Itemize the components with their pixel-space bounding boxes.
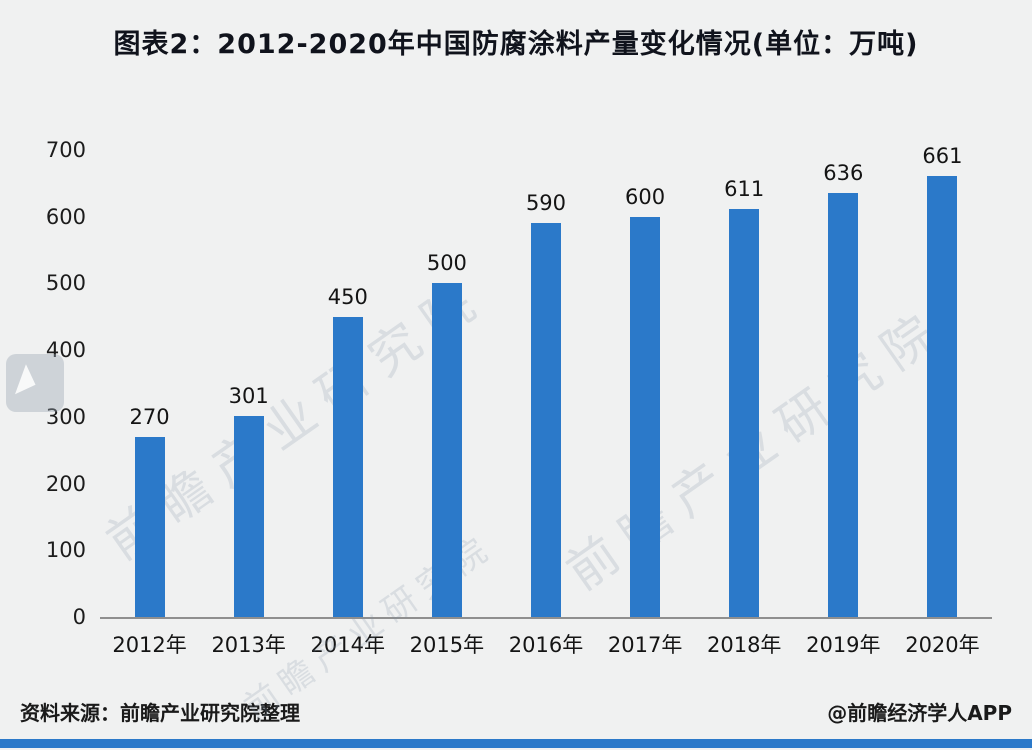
bottom-accent-strip [0, 739, 1032, 748]
bar [332, 316, 363, 617]
x-axis-label: 2019年 [806, 633, 881, 657]
bar-column: 600 2017年 [596, 150, 695, 657]
x-axis-label: 2014年 [310, 633, 385, 657]
plot-area: 前瞻产业研究院 前瞻产业研究院 前瞻产业研究院 2702012年3012013年… [96, 144, 992, 728]
watermark-logo-glyph [15, 364, 41, 400]
bar [530, 223, 561, 617]
bar [431, 283, 462, 617]
bar [927, 176, 958, 617]
bar-column: 611 2018年 [695, 150, 794, 657]
bar [729, 209, 760, 617]
source-note: 资料来源：前瞻产业研究院整理 [20, 701, 300, 725]
bar-value-label: 450 [327, 284, 368, 309]
x-axis-label: 2012年 [112, 633, 187, 657]
x-axis-label: 2015年 [409, 633, 485, 657]
watermark-logo-icon [6, 354, 64, 412]
y-tick-label: 0 [72, 605, 86, 629]
bar-column: 636 2019年 [794, 150, 893, 657]
bar-value-label: 301 [228, 384, 269, 409]
x-axis-label: 2016年 [508, 633, 584, 657]
x-axis-label: 2020年 [905, 633, 980, 657]
footer: 资料来源：前瞻产业研究院整理 @前瞻经济学人APP [20, 697, 1012, 726]
bar-column: 450 2014年 [298, 150, 397, 657]
bar-value-label: 600 [625, 184, 666, 209]
bar-value-label: 636 [823, 160, 864, 185]
bar-column: 301 2013年 [199, 150, 298, 657]
bar [233, 416, 264, 617]
y-tick-label: 200 [45, 471, 86, 496]
x-axis-label: 2013年 [211, 633, 286, 657]
bar [134, 436, 165, 617]
y-tick-label: 400 [45, 338, 86, 363]
bar-value-label: 270 [129, 404, 170, 429]
bar-column: 590 2016年 [496, 150, 595, 657]
y-axis: 0 100 200 300 400 500 600 700 [28, 138, 100, 629]
bar [828, 192, 859, 617]
y-tick-label: 300 [45, 404, 86, 429]
bar-column: 500 2015年 [397, 150, 496, 657]
bar-column: 270 2012年 [100, 150, 199, 657]
x-axis-label: 2017年 [607, 633, 683, 657]
y-tick-label: 600 [45, 204, 86, 229]
bar-value-label: 590 [525, 191, 567, 216]
y-tick-label: 100 [45, 538, 86, 563]
credit-note: @前瞻经济学人APP [827, 701, 1012, 725]
bar-value-label: 611 [724, 177, 765, 202]
bar-value-label: 661 [922, 144, 963, 169]
y-tick-label: 500 [45, 271, 86, 296]
y-tick-label: 700 [45, 138, 86, 162]
bar-column: 661 2020年 [893, 144, 992, 657]
x-axis-label: 2018年 [706, 633, 782, 657]
bar-value-label: 500 [426, 251, 467, 276]
bar [630, 216, 661, 617]
chart-title: 图表2：2012-2020年中国防腐涂料产量变化情况(单位：万吨) [113, 29, 919, 60]
